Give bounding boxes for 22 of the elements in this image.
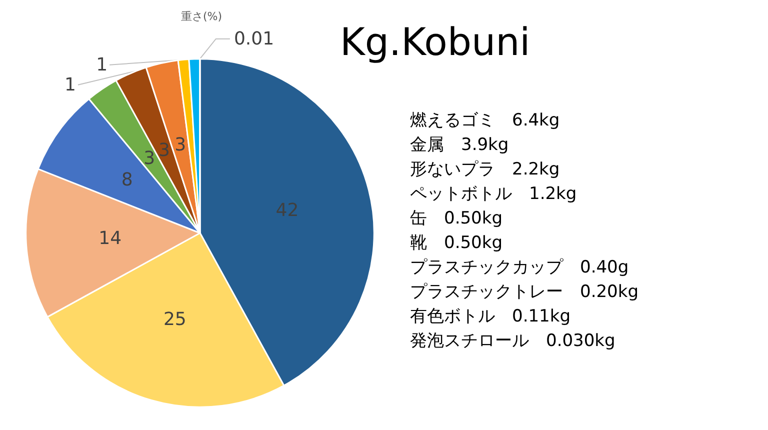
data-label: 3 [144, 148, 156, 170]
data-label: 0.01 [234, 28, 274, 50]
text: 燃えるゴミ 6.4kg [410, 110, 560, 130]
text: プラスチックトレー 0.20kg [410, 282, 638, 302]
text: プラスチックカップ 0.40g [410, 258, 629, 278]
text: 有色ボトル 0.11kg [410, 306, 570, 326]
data-label: 1 [64, 74, 76, 96]
text: 靴 0.50kg [410, 233, 502, 253]
data-label: 25 [163, 309, 186, 330]
text: ペットボトル 1.2kg [410, 184, 577, 204]
data-label: 42 [276, 200, 299, 222]
chart-subtitle: 重さ(%) [181, 10, 222, 23]
data-label: 3 [158, 140, 170, 161]
data-label: 1 [96, 54, 108, 76]
text: 缶 0.50kg [410, 208, 502, 228]
text: 金属 3.9kg [410, 135, 509, 155]
text: 発泡スチロール 0.030kg [410, 331, 616, 351]
data-label: 3 [174, 134, 186, 156]
data-label: 14 [98, 228, 122, 250]
data-label: 8 [121, 170, 133, 191]
chart-title: Kg.Kobuni [340, 20, 530, 64]
text: 形ないプラ 2.2kg [410, 160, 560, 180]
